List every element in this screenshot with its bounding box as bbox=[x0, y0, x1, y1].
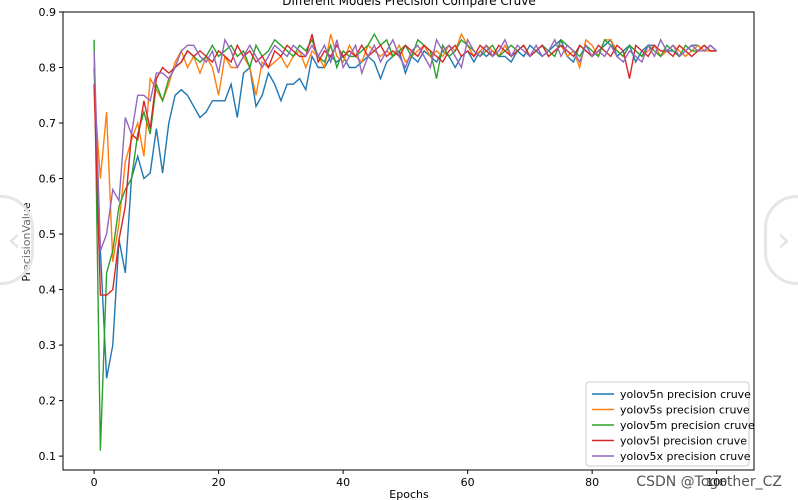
chevron-left-icon: ‹ bbox=[7, 220, 21, 260]
legend-label: yolov5x precision cruve bbox=[620, 450, 751, 463]
chart-title: Different Models Precision Compare Cruve bbox=[282, 0, 536, 8]
x-tick-label: 0 bbox=[91, 476, 98, 489]
legend-label: yolov5m precision cruve bbox=[620, 419, 755, 432]
legend-label: yolov5s precision cruve bbox=[620, 404, 750, 417]
x-tick-label: 20 bbox=[212, 476, 226, 489]
x-axis-ticks: 0 20 40 60 80 100 bbox=[91, 470, 727, 489]
x-tick-label: 100 bbox=[706, 476, 727, 489]
x-tick-label: 40 bbox=[336, 476, 350, 489]
y-tick-label: 0.2 bbox=[39, 395, 57, 408]
legend: yolov5n precision cruve yolov5s precision… bbox=[585, 381, 755, 467]
series-line-yolov5x bbox=[93, 37, 718, 251]
y-tick-label: 0.9 bbox=[39, 6, 57, 19]
y-axis-ticks: 0.1 0.2 0.3 0.4 0.5 0.6 0.7 0.8 0.9 bbox=[39, 6, 63, 463]
legend-label: yolov5n precision cruve bbox=[620, 388, 751, 401]
series-line-yolov5n bbox=[93, 38, 718, 379]
y-tick-label: 0.4 bbox=[39, 284, 57, 297]
x-tick-label: 80 bbox=[585, 476, 599, 489]
y-tick-label: 0.8 bbox=[39, 62, 57, 75]
y-tick-label: 0.6 bbox=[39, 173, 57, 186]
x-tick-label: 60 bbox=[461, 476, 475, 489]
plot-lines bbox=[93, 32, 718, 451]
y-tick-label: 0.7 bbox=[39, 117, 57, 130]
legend-box bbox=[585, 381, 750, 467]
plot-frame bbox=[62, 11, 755, 471]
next-image-button[interactable]: › bbox=[764, 195, 798, 285]
watermark: CSDN @Together_CZ bbox=[636, 474, 782, 490]
y-tick-label: 0.5 bbox=[39, 228, 57, 241]
y-tick-label: 0.1 bbox=[39, 450, 57, 463]
y-tick-label: 0.3 bbox=[39, 339, 57, 352]
chevron-right-icon: › bbox=[777, 220, 791, 260]
legend-label: yolov5l precision cruve bbox=[620, 435, 747, 448]
series-line-yolov5s bbox=[93, 32, 717, 262]
x-axis-label: Epochs bbox=[389, 488, 429, 500]
